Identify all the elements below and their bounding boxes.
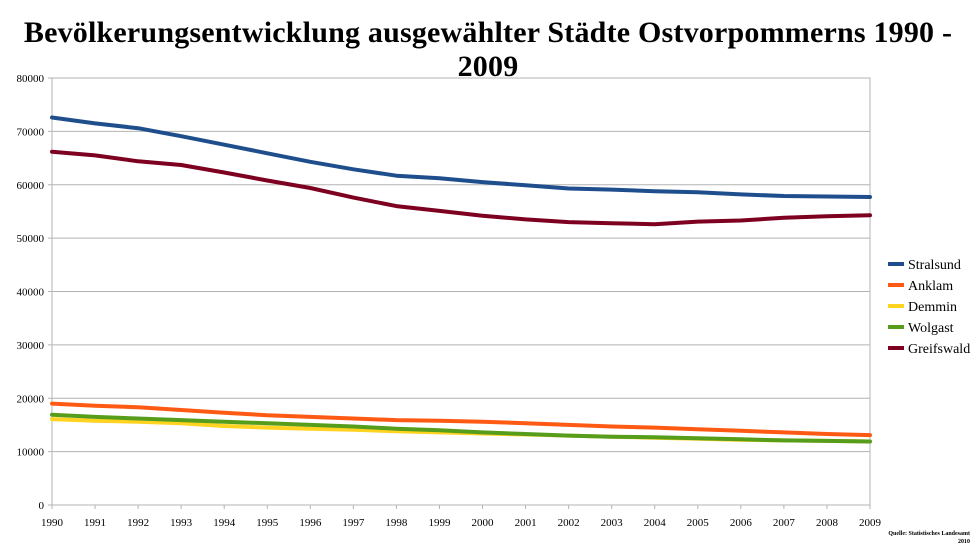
x-tick-label: 2009 [859,517,882,529]
y-tick-label: 50000 [17,233,45,245]
legend-label: Anklam [908,279,953,294]
x-tick-label: 1993 [170,517,193,529]
x-tick-label: 2008 [816,517,839,529]
x-tick-label: 2006 [730,517,753,529]
series-line-stralsund [50,115,872,199]
series-line-anklam [50,401,872,438]
y-tick-label: 30000 [17,340,45,352]
y-tick-label: 0 [39,500,45,512]
x-tick-label: 2007 [773,517,796,529]
x-tick-label: 1991 [84,517,106,529]
y-tick-label: 70000 [17,126,45,138]
x-tick-label: 1994 [213,517,236,529]
source-label: Quelle: Statistisches Landesamt [888,531,970,537]
y-tick-label: 60000 [17,180,45,192]
legend-label: Greifswald [908,342,970,357]
x-tick-label: 1992 [127,517,149,529]
x-tick-label: 1999 [428,517,451,529]
x-tick-label: 1990 [41,517,64,529]
x-tick-label: 2001 [515,517,537,529]
legend-label: Wolgast [908,321,954,336]
legend-label: Stralsund [908,258,961,273]
x-tick-label: 1995 [256,517,279,529]
x-tick-label: 2002 [558,517,580,529]
x-tick-label: 2004 [644,517,667,529]
x-tick-label: 2003 [601,517,624,529]
y-tick-label: 80000 [17,73,45,85]
x-tick-label: 2000 [472,517,495,529]
y-tick-label: 10000 [17,447,45,459]
chart-title: Bevölkerungsentwicklung ausgewählter Stä… [23,16,953,83]
x-tick-label: 1997 [342,517,365,529]
source-note: Quelle: Statistisches Landesamt 2010 [888,530,970,546]
y-tick-label: 20000 [17,393,45,405]
legend-label: Demmin [908,300,957,315]
source-year: 2010 [958,539,970,545]
series-line-greifswald [50,149,872,227]
x-tick-label: 1996 [299,517,322,529]
y-tick-label: 40000 [17,287,45,299]
series-line-wolgast [50,412,872,444]
x-tick-label: 2005 [687,517,710,529]
x-tick-label: 1998 [385,517,408,529]
